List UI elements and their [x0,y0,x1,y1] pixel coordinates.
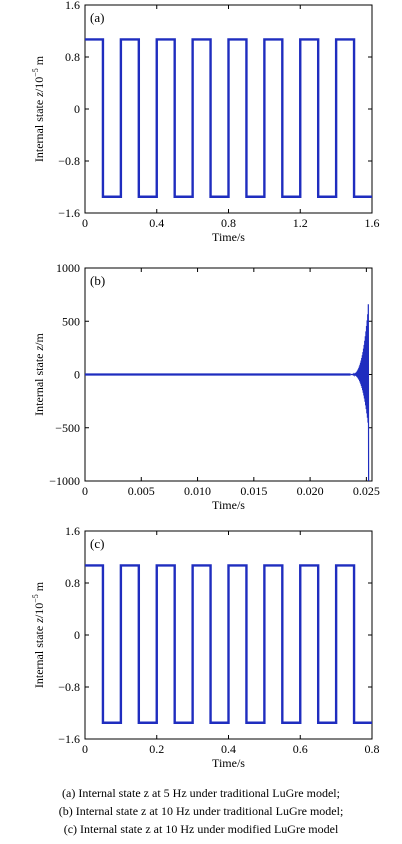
x-tick-label: 1.2 [293,216,308,230]
x-tick-label: 0.025 [353,484,380,498]
x-axis-label: Time/s [212,756,245,770]
chart-panel-b: 0 0.005 0.010 0.015 0.020 0.025 1000 500 0 −500 −1… [32,261,380,512]
x-axis-label: Time/s [212,230,245,244]
x-tick-label: 0.2 [149,742,164,756]
chart-panel-c: 0 0.2 0.4 0.6 0.8 1.6 0.8 0 −0.8 −1.6 Time/s Intern… [31,524,380,770]
y-tick-label: 1000 [56,261,80,275]
y-axis-label: Internal state z/m [32,333,46,416]
y-tick-label: 0 [74,102,80,116]
y-axis-label: Internal state z/10−5 m [31,581,46,688]
x-tick-label: 0.010 [184,484,211,498]
x-tick-label: 0 [82,742,88,756]
series-line [85,564,372,724]
x-tick-label: 0.8 [221,216,236,230]
y-axis-label: Internal state z/10−5 m [31,55,46,162]
caption-b: (b) Internal state z at 10 Hz under trad… [58,804,344,818]
x-tick-label: 0 [82,484,88,498]
series-line [85,38,372,198]
y-tick-label: −500 [55,421,80,435]
x-tick-label: 0.020 [297,484,324,498]
x-tick-label: 1.6 [365,216,380,230]
x-tick-label: 0.4 [221,742,236,756]
series-line-divergence [350,304,370,482]
x-tick-label: 0.005 [128,484,155,498]
x-axis-label: Time/s [212,498,245,512]
y-tick-label: 0 [74,628,80,642]
x-tick-label: 0 [82,216,88,230]
y-tick-label: 0.8 [65,50,80,64]
y-tick-label: 0 [74,368,80,382]
panel-label: (c) [90,536,104,551]
panel-label: (b) [90,273,105,288]
x-tick-label: 0.015 [240,484,267,498]
y-tick-label: −1000 [49,474,80,488]
y-tick-label: −1.6 [58,206,80,220]
x-tick-label: 0.4 [149,216,164,230]
y-tick-label: −0.8 [58,680,80,694]
x-tick-label: 0.8 [365,742,380,756]
y-tick-label: −0.8 [58,154,80,168]
y-tick-label: 0.8 [65,576,80,590]
y-tick-label: 1.6 [65,524,80,538]
x-tick-label: 0.6 [293,742,308,756]
y-tick-label: 500 [62,314,80,328]
caption-c: (c) Internal state z at 10 Hz under modi… [63,822,339,836]
y-tick-label: −1.6 [58,732,80,746]
chart-panel-a: 0 0.4 0.8 1.2 1.6 1.6 0.8 0 −0.8 −1.6 Time/s Intern… [31,0,380,244]
caption-a: (a) Internal state z at 5 Hz under tradi… [62,786,340,800]
figure: 0 0.4 0.8 1.2 1.6 1.6 0.8 0 −0.8 −1.6 Time/s Intern… [31,0,380,770]
panel-label: (a) [90,10,104,25]
y-tick-label: 1.6 [65,0,80,12]
